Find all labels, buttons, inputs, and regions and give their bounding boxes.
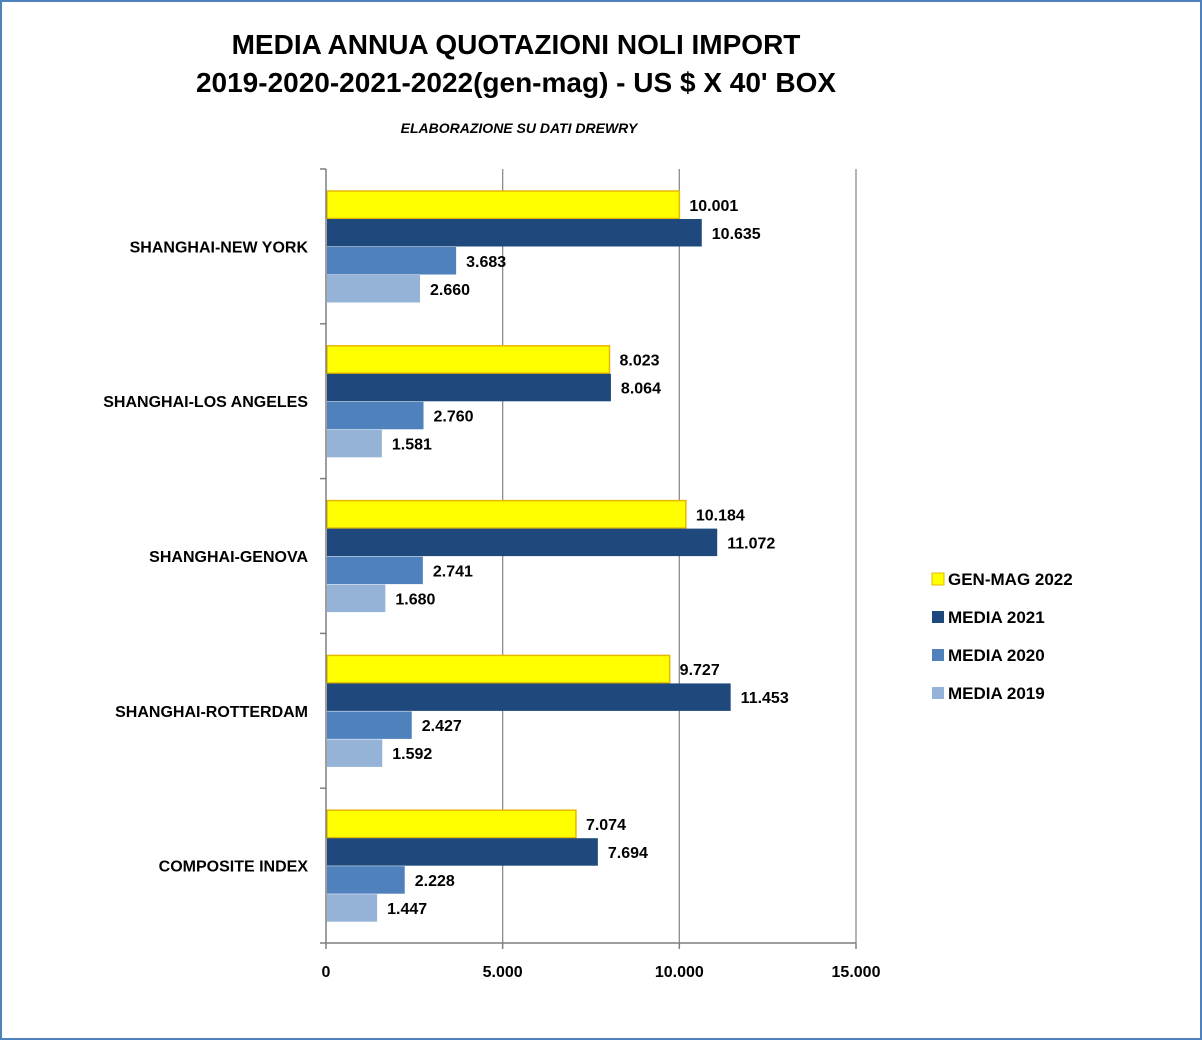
data-label: 1.581: [392, 437, 432, 454]
bar: [327, 866, 405, 894]
labels: 10.001 10.635 3.683 2.660 SHANGHAI-NEW YORK 8…: [103, 198, 789, 918]
bar: [326, 809, 577, 839]
data-label: 7.694: [608, 845, 648, 862]
bar: [326, 654, 671, 684]
legend-label: MEDIA 2020: [948, 646, 1045, 665]
x-tick-label: 0: [322, 964, 331, 981]
data-label: 1.447: [387, 901, 427, 918]
data-label: 1.592: [392, 746, 432, 763]
category-label: SHANGHAI-LOS ANGELES: [103, 394, 308, 411]
data-label: 2.760: [434, 409, 474, 426]
bar: [327, 247, 457, 275]
bar: [327, 275, 420, 303]
bar: [327, 429, 382, 458]
data-label: 2.660: [430, 282, 470, 299]
legend-swatch: [932, 649, 944, 661]
bar: [327, 556, 423, 585]
legend-swatch: [932, 611, 944, 623]
legend-label: MEDIA 2021: [948, 608, 1045, 627]
data-label: 3.683: [466, 254, 506, 271]
bar: [326, 499, 687, 529]
bar: [326, 345, 611, 375]
data-label: 10.635: [712, 226, 761, 243]
bar: [327, 683, 731, 711]
x-tick-label: 15.000: [832, 964, 881, 981]
bar: [327, 711, 412, 739]
category-label: SHANGHAI-NEW YORK: [130, 239, 309, 256]
bar: [327, 894, 378, 922]
x-tick-label: 10.000: [655, 964, 704, 981]
legend-swatch: [931, 572, 945, 586]
legend: GEN-MAG 2022 MEDIA 2021 MEDIA 2020 MEDIA 20…: [931, 570, 1073, 703]
chart-subtitle: ELABORAZIONE SU DATI DREWRY: [401, 120, 639, 136]
data-label: 11.453: [741, 690, 789, 707]
chart-title-line2: 2019-2020-2021-2022(gen-mag) - US $ X 40…: [196, 67, 836, 98]
x-tick-label: 5.000: [483, 964, 523, 981]
chart-title: MEDIA ANNUA QUOTAZIONI NOLI IMPORT: [232, 29, 801, 60]
data-label: 7.074: [586, 817, 626, 834]
legend-swatch: [932, 687, 944, 699]
data-label: 10.001: [689, 198, 738, 215]
bar: [327, 838, 598, 866]
category-label: SHANGHAI-GENOVA: [149, 549, 308, 566]
data-label: 2.427: [422, 718, 462, 735]
data-label: 10.184: [696, 507, 745, 524]
data-label: 11.072: [727, 535, 775, 552]
data-label: 2.228: [415, 873, 455, 890]
bars: [326, 190, 731, 922]
data-label: 8.023: [619, 353, 659, 370]
data-label: 8.064: [621, 381, 661, 398]
bar: [327, 219, 702, 247]
bar: [327, 739, 383, 767]
legend-label: GEN-MAG 2022: [948, 570, 1073, 589]
bar: [326, 190, 681, 220]
bar: [327, 373, 611, 402]
bar: [327, 401, 424, 430]
data-label: 9.727: [680, 662, 720, 679]
bar: [327, 528, 718, 557]
category-label: SHANGHAI-ROTTERDAM: [115, 704, 308, 721]
bar: [327, 584, 386, 613]
category-label: COMPOSITE INDEX: [159, 859, 309, 876]
legend-label: MEDIA 2019: [948, 684, 1045, 703]
axes: 0 5.000 10.000 15.000: [320, 168, 881, 981]
data-label: 1.680: [395, 591, 435, 608]
data-label: 2.741: [433, 563, 473, 580]
